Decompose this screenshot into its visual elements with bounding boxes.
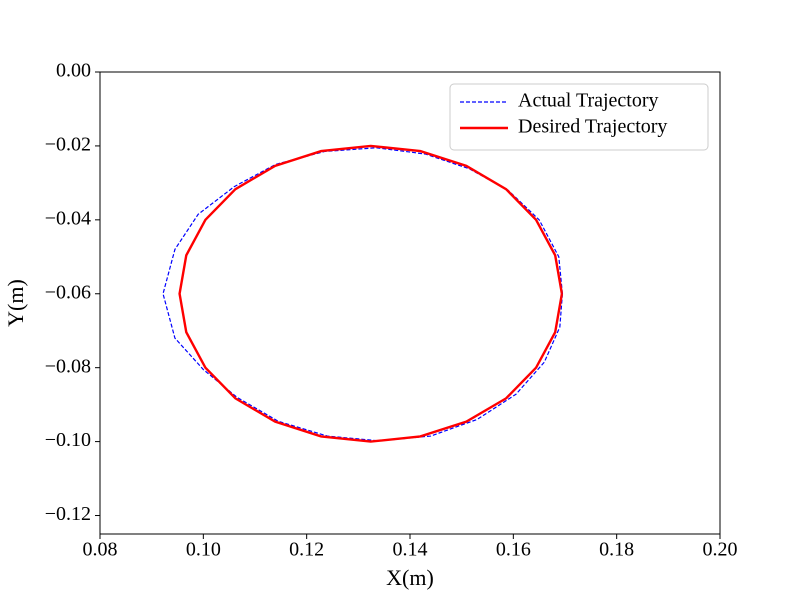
y-tick-label: −0.08	[45, 355, 91, 377]
y-tick-label: −0.06	[45, 281, 91, 303]
y-tick-label: −0.10	[45, 429, 91, 451]
trajectory-line	[162, 147, 564, 442]
y-tick-label: −0.04	[45, 207, 91, 229]
x-axis-label: X(m)	[386, 565, 434, 590]
legend-box	[449, 83, 709, 151]
x-tick-label: 0.10	[186, 539, 221, 561]
x-tick-label: 0.08	[83, 539, 118, 561]
x-tick-label: 0.16	[496, 539, 531, 561]
legend-label: Actual Trajectory	[518, 90, 659, 112]
plot-frame	[99, 71, 721, 535]
y-tick-label: −0.12	[45, 503, 91, 525]
x-tick-label: 0.18	[599, 539, 634, 561]
y-axis-label: Y(m)	[3, 279, 28, 327]
y-tick-label: 0.00	[56, 60, 91, 82]
x-tick-label: 0.14	[393, 539, 428, 561]
legend: Actual Trajectory Desired Trajectory	[449, 83, 709, 151]
legend-label: Desired Trajectory	[518, 116, 667, 138]
y-tick-label: −0.02	[45, 134, 91, 156]
trajectory-line	[178, 144, 564, 443]
x-tick-label: 0.12	[289, 539, 324, 561]
x-tick-label: 0.20	[703, 539, 738, 561]
